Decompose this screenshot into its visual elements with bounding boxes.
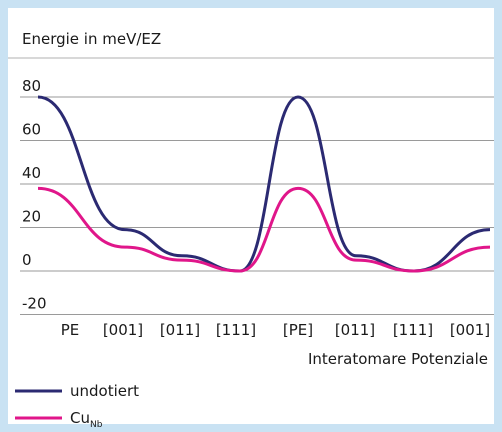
legend-subscript: Nb: [90, 420, 103, 430]
x-tick-label: [011]: [335, 321, 375, 339]
legend-label: undotiert: [70, 382, 139, 400]
x-tick-label: [001]: [103, 321, 143, 339]
y-tick-label: 40: [22, 164, 41, 182]
x-tick-label: PE: [61, 321, 80, 339]
y-axis-label: Energie in meV/EZ: [22, 30, 161, 48]
legend-name: Cu: [70, 409, 90, 427]
y-tick-label: 80: [22, 77, 41, 95]
x-tick-label: [PE]: [283, 321, 313, 339]
y-tick-label: 0: [22, 251, 32, 269]
x-tick-label: [111]: [393, 321, 433, 339]
y-tick-label: 60: [22, 121, 41, 139]
y-tick-label: 20: [22, 208, 41, 226]
panel: [8, 8, 494, 424]
x-tick-label: [001]: [450, 321, 490, 339]
x-axis-label: Interatomare Potenziale: [308, 350, 488, 368]
legend-label: CuNb: [70, 409, 103, 430]
x-tick-label: [011]: [160, 321, 200, 339]
y-tick-label: -20: [22, 295, 47, 313]
x-tick-label: [111]: [216, 321, 256, 339]
data-line: [37, 186, 491, 273]
legend-name: undotiert: [70, 382, 139, 400]
